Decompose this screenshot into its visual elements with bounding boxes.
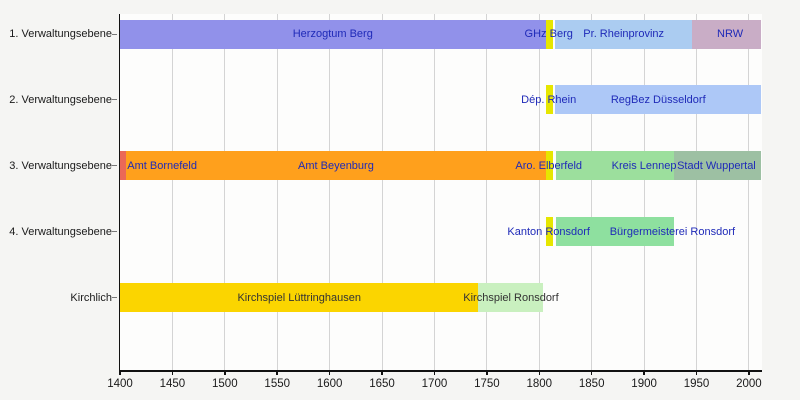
x-axis-tick-1950	[695, 370, 698, 375]
row-tick-4-verwaltungsebene	[112, 231, 117, 233]
row-label-2-verwaltungsebene: 2. Verwaltungsebene	[9, 93, 112, 106]
bar-label-b-rgermeisterei-ronsdorf: Bürgermeisterei Ronsdorf	[609, 225, 736, 238]
x-axis-tick-label-1600: 1600	[316, 378, 343, 390]
bar-label-nrw: NRW	[717, 28, 744, 40]
x-axis-tick-label-1550: 1550	[264, 378, 291, 390]
x-axis-tick-1850	[590, 370, 593, 375]
x-axis-tick-label-1650: 1650	[369, 378, 395, 390]
x-axis-tick-label-1700: 1700	[421, 378, 448, 390]
x-axis-tick-label-2000: 2000	[736, 378, 762, 390]
bar-segment-nrw	[692, 19, 762, 49]
gridline-1500	[224, 14, 226, 370]
y-axis-spine	[118, 14, 120, 372]
x-axis-tick-label-1950: 1950	[683, 378, 710, 390]
bar-label-kirchspiel-ronsdorf: Kirchspiel Ronsdorf	[463, 291, 559, 304]
x-axis-tick-1400	[119, 370, 121, 375]
x-axis-tick-1800	[538, 370, 541, 375]
x-axis-tick-label-1850: 1850	[578, 378, 605, 390]
row-tick-1-verwaltungsebene	[112, 33, 117, 35]
row-label-kirchlich: Kirchlich	[70, 291, 112, 304]
gridline-1800	[538, 14, 540, 370]
x-axis-tick-label-1400: 1400	[107, 378, 133, 390]
bar-label-herzogtum-berg: Herzogtum Berg	[292, 28, 373, 40]
gridline-1600	[329, 14, 331, 370]
x-axis-tick-label-1750: 1750	[474, 378, 500, 390]
bar-segment-stadt-wuppertal	[674, 151, 762, 181]
plot-area	[120, 14, 762, 370]
bar-segment-aro-elberfeld	[545, 151, 553, 181]
gridline-2000	[748, 14, 750, 370]
x-axis-tick-1550	[276, 370, 278, 375]
gridline-1700	[433, 14, 435, 370]
bar-label-ghz-berg: GHz Berg	[524, 28, 573, 40]
bar-label-amt-bornefeld: Amt Bornefeld	[127, 159, 197, 172]
x-axis-tick-1650	[381, 370, 383, 375]
bar-segment-kirchspiel-ronsdorf	[478, 283, 544, 313]
x-axis-spine	[118, 370, 762, 372]
x-axis-tick-1600	[328, 370, 331, 375]
x-axis-tick-label-1500: 1500	[212, 378, 238, 390]
bar-segment-d-p-rhein	[545, 85, 553, 115]
x-axis-tick-1700	[433, 370, 436, 375]
bar-label-kreis-lennep: Kreis Lennep	[611, 159, 677, 172]
bar-segment-amt-bornefeld	[120, 151, 127, 181]
bar-label-kirchspiel-l-ttringhausen: Kirchspiel Lüttringhausen	[237, 291, 361, 304]
row-tick-3-verwaltungsebene	[112, 165, 117, 167]
bar-label-amt-beyenburg: Amt Beyenburg	[298, 159, 374, 172]
bar-label-regbez-d-sseldorf: RegBez Düsseldorf	[610, 93, 706, 106]
x-axis-tick-1900	[643, 370, 645, 375]
gridline-1650	[381, 14, 383, 370]
x-axis-tick-1750	[486, 370, 488, 375]
x-axis-tick-label-1450: 1450	[159, 378, 186, 390]
row-tick-kirchlich	[112, 297, 117, 299]
bar-segment-kirchspiel-l-ttringhausen	[120, 283, 479, 313]
bar-segment-kreis-lennep	[556, 151, 675, 181]
row-label-1-verwaltungsebene: 1. Verwaltungsebene	[9, 28, 112, 40]
row-tick-2-verwaltungsebene	[112, 99, 117, 101]
bar-segment-amt-beyenburg	[126, 151, 546, 181]
gridline-1550	[276, 14, 278, 370]
gridline-1750	[486, 14, 488, 370]
bar-segment-regbez-d-sseldorf	[555, 85, 762, 115]
bar-label-pr-rheinprovinz: Pr. Rheinprovinz	[583, 28, 665, 40]
x-axis-tick-label-1900: 1900	[631, 378, 657, 390]
bar-label-aro-elberfeld: Aro. Elberfeld	[515, 159, 583, 172]
bar-segment-b-rgermeisterei-ronsdorf	[556, 217, 675, 247]
bar-label-stadt-wuppertal: Stadt Wuppertal	[677, 159, 756, 172]
bar-label-d-p-rhein: Dép. Rhein	[521, 93, 577, 106]
gridline-1950	[696, 14, 697, 370]
bar-segment-ghz-berg	[545, 19, 553, 49]
x-axis-tick-label-1800: 1800	[526, 378, 553, 390]
bar-label-kanton-ronsdorf: Kanton Ronsdorf	[507, 225, 590, 238]
x-axis-tick-1450	[171, 370, 174, 375]
x-axis-tick-2000	[748, 370, 750, 375]
bar-segment-herzogtum-berg	[120, 19, 546, 49]
gridline-1850	[591, 14, 593, 370]
row-label-4-verwaltungsebene: 4. Verwaltungsebene	[9, 225, 112, 238]
row-label-3-verwaltungsebene: 3. Verwaltungsebene	[9, 159, 112, 172]
bar-segment-pr-rheinprovinz	[555, 19, 693, 49]
x-axis-tick-1500	[224, 370, 226, 375]
gridline-1450	[171, 14, 173, 370]
bar-segment-kanton-ronsdorf	[545, 217, 553, 247]
gridline-1900	[643, 14, 645, 370]
